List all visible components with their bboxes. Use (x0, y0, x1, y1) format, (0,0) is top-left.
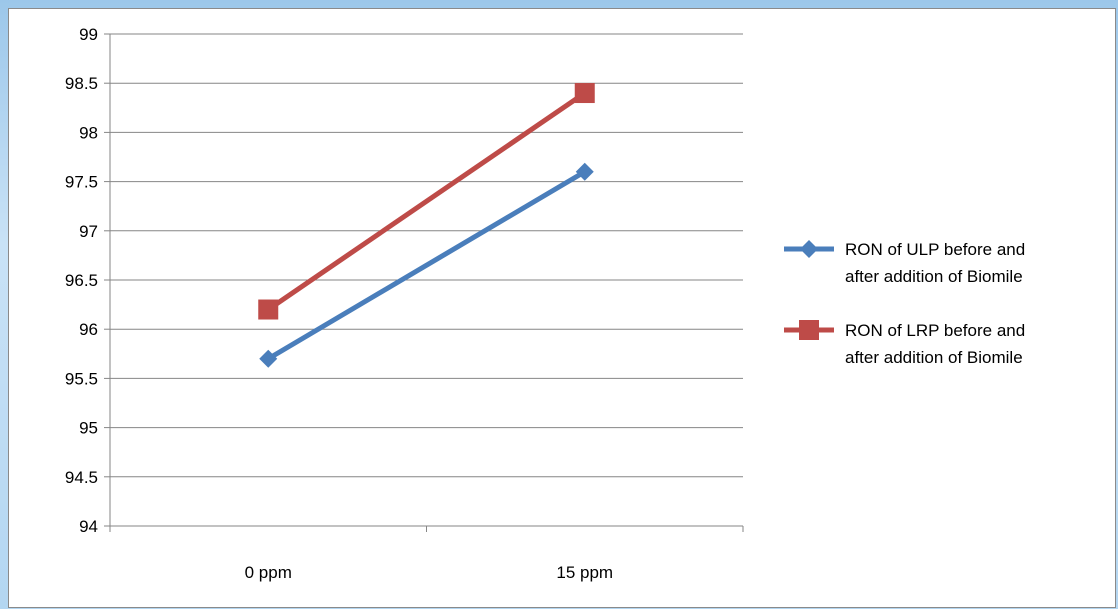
legend-label: after addition of Biomile (845, 348, 1023, 367)
legend-item: RON of LRP before and after addition of B… (784, 320, 1025, 367)
gridlines (110, 33, 743, 527)
series-line (266, 169, 587, 361)
x-tick-label: 0 ppm (245, 563, 292, 582)
series-line (266, 90, 587, 312)
y-tick-label: 97.5 (65, 173, 98, 192)
legend-item: RON of ULP before and after addition of B… (784, 240, 1025, 286)
legend-label: RON of LRP before and (845, 321, 1025, 340)
y-tick-label: 96 (79, 320, 98, 339)
y-tick-labels: 94 94.5 95 95.5 96 96.5 97 97.5 98 98.5 99 (65, 25, 98, 536)
series-1 (259, 162, 594, 368)
axes (104, 33, 744, 532)
y-tick-label: 94.5 (65, 468, 98, 487)
legend-swatch-marker (799, 320, 819, 340)
x-tick-label: 15 ppm (556, 563, 613, 582)
series-2 (258, 83, 595, 320)
data-point (258, 299, 279, 320)
x-tick-labels: 0 ppm 15 ppm (245, 563, 613, 582)
y-tick-label: 95 (79, 419, 98, 438)
legend-swatch-marker (800, 240, 818, 258)
y-tick-label: 97 (79, 222, 98, 241)
y-tick-label: 94 (79, 517, 98, 536)
data-point (575, 162, 594, 181)
y-tick-label: 98.5 (65, 74, 98, 93)
legend: RON of ULP before and after addition of B… (784, 240, 1025, 367)
data-point (259, 349, 278, 368)
data-point (574, 83, 595, 104)
y-tick-label: 96.5 (65, 271, 98, 290)
legend-label: RON of ULP before and (845, 240, 1025, 259)
series-layer (258, 83, 595, 368)
y-tick-label: 98 (79, 123, 98, 142)
y-tick-label: 95.5 (65, 369, 98, 388)
legend-label: after addition of Biomile (845, 267, 1023, 286)
y-tick-label: 99 (79, 25, 98, 44)
